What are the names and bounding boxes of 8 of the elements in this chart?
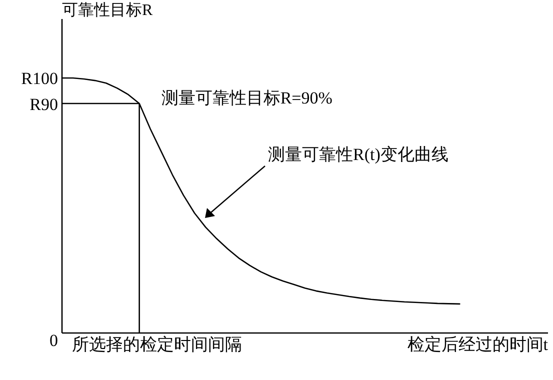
annotation: R90	[30, 95, 58, 114]
annotation: 0	[50, 331, 58, 350]
annotation: R100	[21, 69, 58, 88]
y-axis-title: 可靠性目标R	[62, 2, 153, 19]
x-axis-title: 检定后经过的时间t	[407, 335, 548, 354]
text: 所选择的检定时间间隔	[72, 335, 242, 354]
ref-line-label: 测量可靠性目标R=90%	[161, 88, 332, 108]
annotation: 测量可靠性R(t)变化曲线	[268, 145, 448, 164]
